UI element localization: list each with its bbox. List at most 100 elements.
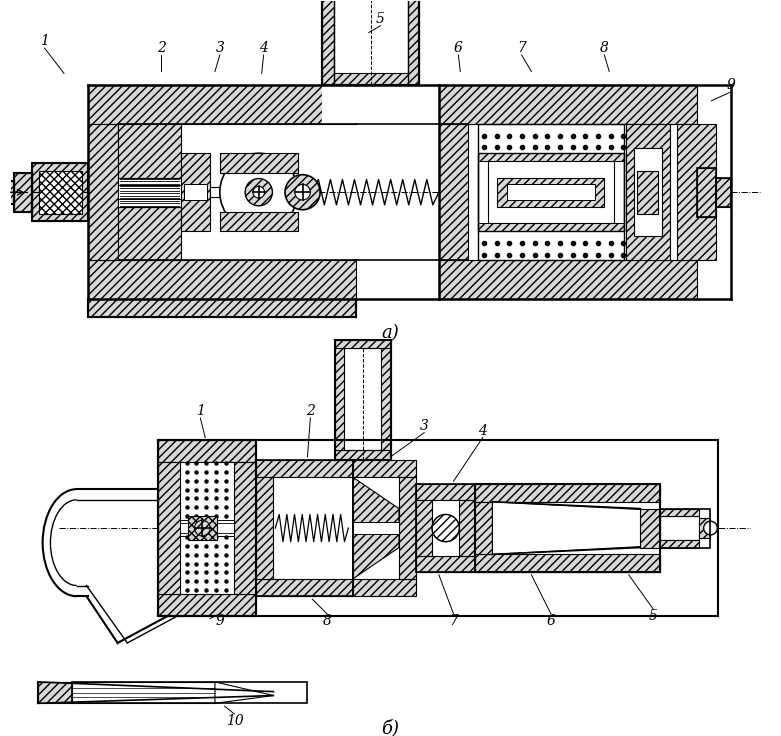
Bar [353, 460, 416, 478]
Bar [118, 177, 181, 207]
Bar [322, 85, 419, 124]
Bar [660, 517, 699, 539]
Bar [353, 523, 399, 534]
Bar [159, 440, 256, 616]
Bar [626, 124, 669, 261]
Text: 8: 8 [323, 614, 331, 628]
Bar [159, 440, 256, 462]
Bar [439, 261, 697, 300]
Bar [322, 0, 419, 85]
Circle shape [253, 186, 265, 198]
Bar [478, 223, 624, 231]
Bar [256, 578, 353, 596]
Bar [14, 173, 32, 212]
Bar [180, 520, 234, 536]
Circle shape [294, 185, 310, 200]
Bar [159, 594, 256, 616]
Bar [6, 180, 14, 204]
Bar [697, 168, 716, 216]
Bar [475, 484, 660, 572]
Bar [187, 517, 217, 539]
Bar [32, 163, 88, 222]
Text: 7: 7 [449, 614, 458, 628]
Bar [416, 484, 475, 572]
Bar [88, 261, 356, 300]
Bar [118, 124, 181, 177]
Bar [439, 85, 697, 124]
Bar [416, 556, 475, 572]
Polygon shape [215, 682, 273, 704]
Bar [497, 177, 604, 207]
Bar [633, 149, 662, 236]
Bar [14, 173, 32, 212]
Text: 10: 10 [226, 714, 244, 728]
Bar [256, 460, 353, 596]
Bar [335, 340, 391, 348]
Text: 5: 5 [376, 12, 385, 26]
Text: 4: 4 [259, 41, 268, 55]
Bar [399, 478, 416, 578]
Circle shape [432, 514, 459, 542]
Bar [333, 0, 408, 74]
Bar [468, 124, 677, 261]
Bar [699, 518, 711, 538]
Bar [181, 153, 210, 231]
Circle shape [704, 521, 717, 535]
Bar [353, 578, 416, 596]
Text: 4: 4 [478, 424, 487, 438]
Bar [475, 554, 660, 572]
Bar [660, 509, 711, 548]
Text: а): а) [381, 325, 399, 342]
Text: 9: 9 [726, 78, 736, 92]
Circle shape [219, 153, 298, 231]
Text: 5: 5 [648, 609, 658, 623]
Bar [660, 509, 699, 517]
Text: 3: 3 [216, 41, 224, 55]
Bar [716, 177, 731, 207]
Bar [416, 484, 475, 572]
Bar [335, 348, 391, 460]
Text: 7: 7 [517, 41, 526, 55]
Bar [416, 500, 432, 556]
Bar [256, 460, 353, 478]
Bar [118, 207, 181, 261]
Polygon shape [492, 502, 660, 554]
Bar [72, 682, 215, 704]
Bar [478, 153, 624, 161]
Bar [416, 484, 475, 500]
Bar [637, 171, 658, 213]
Bar [88, 85, 356, 124]
Bar [335, 340, 391, 460]
Bar [459, 500, 475, 556]
Bar [39, 171, 81, 213]
Bar [487, 161, 614, 223]
Text: 3: 3 [420, 419, 429, 433]
Bar [32, 163, 88, 192]
Bar [219, 153, 298, 173]
Circle shape [194, 520, 210, 536]
Bar [677, 124, 716, 261]
Bar [256, 460, 353, 596]
Bar [88, 300, 356, 316]
Bar [219, 212, 298, 231]
Text: 2: 2 [306, 404, 315, 418]
Bar [697, 168, 716, 216]
Bar [184, 185, 207, 200]
Bar [432, 514, 459, 542]
Circle shape [245, 179, 273, 206]
Text: 9: 9 [216, 614, 224, 628]
Bar [507, 185, 594, 200]
Bar [39, 171, 81, 213]
Bar [32, 192, 88, 222]
Bar [344, 348, 381, 450]
Bar [475, 484, 660, 572]
Circle shape [285, 174, 320, 210]
Text: 8: 8 [600, 41, 609, 55]
Text: 1: 1 [40, 35, 49, 49]
Bar [478, 153, 624, 231]
Bar [159, 462, 180, 594]
Bar [256, 478, 273, 578]
Bar [322, 0, 419, 85]
Bar [234, 462, 256, 594]
Text: 2: 2 [157, 41, 166, 55]
